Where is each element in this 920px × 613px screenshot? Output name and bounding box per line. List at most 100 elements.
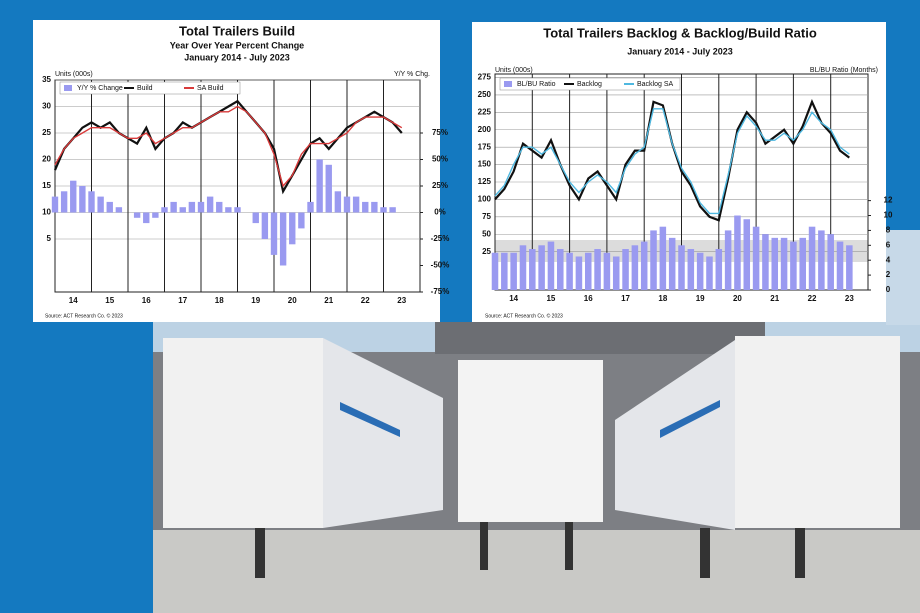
y2-tick-label: 75% xyxy=(432,128,448,137)
bar xyxy=(566,252,573,290)
bar xyxy=(279,212,287,266)
bar xyxy=(818,230,825,290)
y2-tick-label: 25% xyxy=(432,181,448,190)
x-tick-label: 15 xyxy=(546,294,555,303)
bar xyxy=(60,191,68,213)
source-note: Source: ACT Research Co. © 2023 xyxy=(485,312,563,319)
y-tick-label: 175 xyxy=(478,142,492,151)
x-tick-label: 21 xyxy=(324,296,333,305)
trailer xyxy=(735,336,900,528)
trailer-leg xyxy=(795,528,805,578)
bar xyxy=(225,207,232,213)
bar xyxy=(529,249,536,290)
legend-box xyxy=(59,81,241,95)
bar xyxy=(678,245,685,290)
bar xyxy=(846,245,853,290)
bar xyxy=(557,249,564,290)
bar xyxy=(289,212,296,245)
legend-label: Backlog SA xyxy=(637,81,674,88)
x-tick-label: 14 xyxy=(509,294,518,303)
bar xyxy=(143,212,150,224)
bar xyxy=(298,212,305,229)
bar xyxy=(70,180,77,213)
bar xyxy=(216,201,223,213)
bar xyxy=(734,215,741,290)
bar xyxy=(724,230,732,290)
bar xyxy=(780,237,788,290)
bar xyxy=(808,226,816,290)
y-axis-label: Units (000s) xyxy=(495,67,533,74)
y-tick-label: 25 xyxy=(42,128,51,137)
x-tick-label: 20 xyxy=(733,294,742,303)
x-tick-label: 23 xyxy=(397,296,406,305)
bar xyxy=(179,207,186,213)
legend-swatch xyxy=(504,81,512,87)
bar xyxy=(510,252,517,290)
bar xyxy=(836,241,844,290)
y2-tick-label: -25% xyxy=(431,234,450,243)
x-tick-label: 17 xyxy=(178,296,187,305)
bar xyxy=(88,191,95,213)
y2-tick-label: 10 xyxy=(884,211,893,220)
x-tick-label: 22 xyxy=(361,296,370,305)
bar xyxy=(270,212,278,255)
y2-tick-label: 12 xyxy=(884,196,893,205)
bar xyxy=(715,249,723,290)
x-tick-label: 14 xyxy=(69,296,78,305)
bar xyxy=(343,196,351,213)
y2-tick-label: 4 xyxy=(886,255,891,264)
y-tick-label: 10 xyxy=(42,208,51,217)
bar xyxy=(362,201,369,213)
trailer xyxy=(163,338,323,528)
bar xyxy=(170,201,177,213)
x-tick-label: 21 xyxy=(770,294,779,303)
bar xyxy=(51,196,59,213)
series-line xyxy=(53,99,403,195)
bar xyxy=(799,237,806,290)
legend-label: Build xyxy=(137,85,153,92)
legend-box xyxy=(499,77,681,91)
series-line xyxy=(494,108,850,215)
bar xyxy=(206,196,214,213)
legend-label: SA Build xyxy=(197,85,224,92)
x-tick-label: 16 xyxy=(142,296,151,305)
y-tick-label: 200 xyxy=(478,125,492,134)
y2-tick-label: 0 xyxy=(886,285,891,294)
x-tick-label: 23 xyxy=(845,294,854,303)
bar xyxy=(631,245,639,290)
trailer-leg xyxy=(565,522,573,570)
y-tick-label: 125 xyxy=(478,177,492,186)
x-tick-label: 19 xyxy=(251,296,260,305)
stripe xyxy=(340,402,400,437)
y2-tick-label: 50% xyxy=(432,155,448,164)
x-tick-label: 16 xyxy=(584,294,593,303)
building xyxy=(435,322,765,354)
bar xyxy=(501,252,508,290)
y2-tick-label: -75% xyxy=(431,287,450,296)
bar xyxy=(668,237,676,290)
pavement xyxy=(153,530,920,613)
trailer-leg xyxy=(480,522,488,570)
legend-label: Y/Y % Change xyxy=(77,85,123,92)
bar xyxy=(334,191,342,213)
bar xyxy=(352,196,360,213)
y-tick-label: 35 xyxy=(42,75,51,84)
bar xyxy=(97,196,104,213)
chart-period: January 2014 - July 2023 xyxy=(184,52,290,62)
x-tick-label: 18 xyxy=(215,296,224,305)
bar xyxy=(261,212,269,239)
bar xyxy=(316,159,323,213)
y-tick-label: 150 xyxy=(478,160,492,169)
bar xyxy=(197,201,205,213)
y-tick-label: 225 xyxy=(478,107,492,116)
bar xyxy=(659,226,667,290)
legend-swatch xyxy=(64,85,72,91)
y-tick-label: 30 xyxy=(42,102,51,111)
stripe xyxy=(660,400,720,438)
bar xyxy=(161,207,168,213)
bar xyxy=(622,249,629,290)
y-tick-label: 25 xyxy=(482,247,491,256)
bar xyxy=(380,207,387,213)
bar xyxy=(519,245,527,290)
